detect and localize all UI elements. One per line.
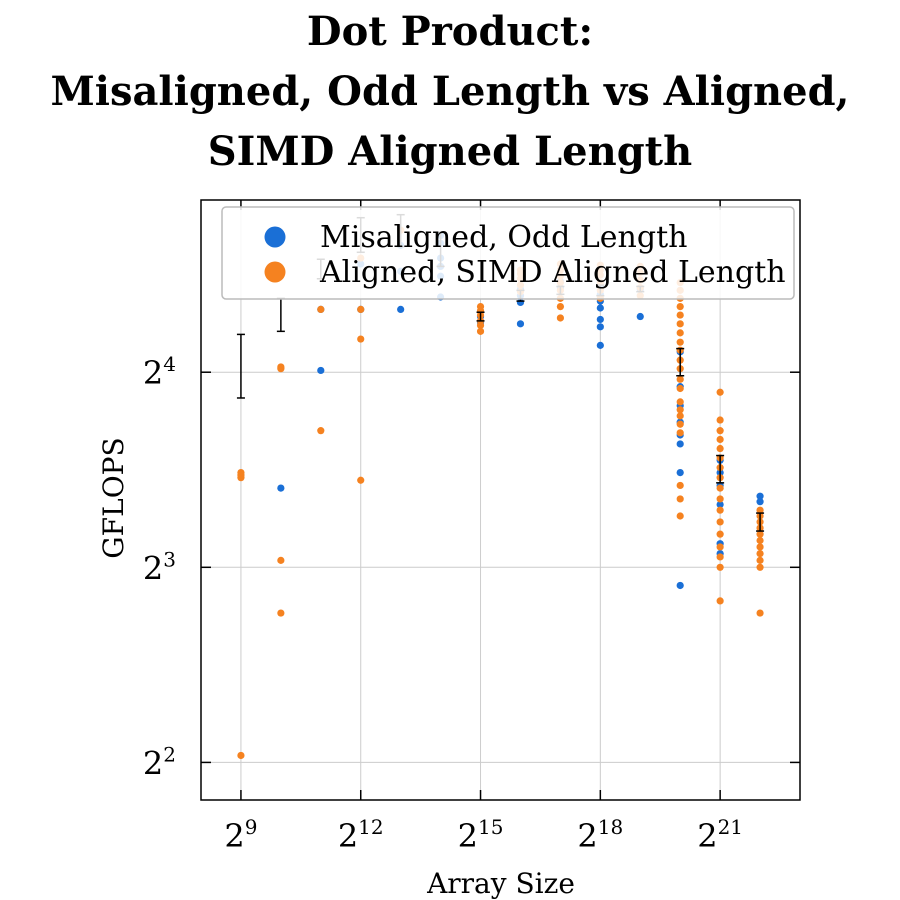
chart-title-line-2: Misaligned, Odd Length vs Aligned,: [50, 68, 850, 115]
data-point-series-2: [676, 420, 684, 428]
data-point-series-2: [277, 556, 285, 564]
data-point-series-2: [716, 553, 724, 561]
data-point-series-1: [596, 341, 604, 349]
data-point-series-1: [596, 304, 604, 312]
data-point-series-2: [756, 530, 764, 538]
data-point-series-2: [676, 481, 684, 490]
chart-title-line-1: Dot Product:: [306, 8, 594, 55]
data-point-series-1: [676, 469, 684, 477]
data-point-series-1: [716, 500, 724, 509]
data-point-series-2: [756, 549, 764, 558]
data-point-series-2: [716, 530, 724, 538]
data-point-series-1: [756, 498, 764, 506]
data-point-series-2: [357, 305, 365, 313]
data-point-series-2: [556, 302, 565, 311]
data-point-series-2: [716, 563, 724, 571]
data-point-series-2: [676, 398, 684, 406]
data-point-series-2: [357, 335, 365, 343]
data-point-series-2: [556, 314, 565, 322]
data-point-series-2: [756, 556, 764, 564]
data-point-series-1: [676, 581, 684, 590]
data-point-series-2: [716, 495, 724, 503]
legend-label-series-2: Aligned, SIMD Aligned Length: [319, 255, 786, 290]
data-point-series-2: [676, 384, 684, 393]
data-point-series-2: [716, 444, 724, 453]
data-point-series-1: [676, 440, 684, 448]
data-point-series-1: [596, 323, 604, 331]
data-point-series-2: [676, 320, 684, 328]
data-point-series-2: [716, 597, 724, 605]
data-point-series-1: [596, 315, 604, 324]
data-point-series-2: [756, 506, 764, 514]
data-point-series-2: [277, 609, 285, 617]
data-point-series-2: [716, 388, 724, 396]
data-point-series-2: [357, 476, 365, 484]
x-tick-label: 29: [224, 815, 257, 855]
y-axis-label: GFLOPS: [97, 437, 130, 558]
data-points: [237, 226, 764, 760]
data-point-series-1: [636, 312, 644, 321]
legend-label-series-1: Misaligned, Odd Length: [320, 220, 687, 255]
chart-title-line-3: SIMD Aligned Length: [207, 128, 693, 175]
y-axis-ticks: 22 23 24: [143, 352, 800, 782]
data-point-series-2: [756, 563, 764, 571]
data-point-series-1: [317, 366, 325, 375]
data-point-series-2: [676, 512, 684, 520]
data-point-series-2: [317, 305, 325, 313]
x-tick-label: 221: [697, 815, 743, 855]
data-point-series-2: [676, 329, 684, 337]
data-point-series-1: [756, 492, 764, 500]
x-axis-label: Array Size: [426, 867, 575, 900]
data-point-series-2: [716, 543, 724, 551]
data-point-series-2: [237, 469, 245, 477]
data-point-series-2: [716, 435, 724, 444]
data-point-series-1: [397, 305, 405, 313]
data-point-series-2: [716, 427, 724, 435]
data-point-series-2: [237, 751, 245, 760]
y-tick-label: 22: [143, 742, 176, 782]
y-tick-label: 23: [143, 547, 176, 587]
data-point-series-2: [756, 543, 764, 551]
legend-marker-series-1: [264, 226, 286, 248]
data-point-series-2: [676, 311, 684, 319]
data-point-series-2: [476, 302, 485, 311]
chart-title: Dot Product: Misaligned, Odd Length vs A…: [0, 0, 900, 182]
x-axis-ticks: 29 212 215 218 221: [224, 200, 743, 855]
data-point-series-2: [317, 427, 325, 435]
data-point-series-2: [676, 495, 684, 503]
x-tick-label: 218: [577, 815, 623, 855]
data-point-series-2: [716, 506, 724, 514]
plot-frame: [200, 199, 801, 801]
data-point-series-2: [676, 375, 684, 383]
data-point-series-2: [756, 536, 764, 545]
data-point-series-2: [676, 406, 684, 414]
y-tick-label: 24: [143, 352, 176, 392]
data-point-series-2: [716, 518, 724, 526]
data-point-series-2: [476, 327, 485, 335]
data-point-series-2: [716, 416, 724, 424]
data-point-series-1: [277, 484, 285, 492]
data-point-series-2: [716, 484, 724, 492]
data-point-series-1: [516, 320, 525, 328]
data-point-series-2: [676, 338, 684, 346]
legend-marker-series-2: [264, 261, 286, 283]
data-point-series-2: [676, 412, 684, 420]
data-point-series-2: [676, 429, 684, 437]
data-point-series-2: [756, 609, 764, 617]
data-point-series-2: [676, 302, 684, 311]
data-point-series-2: [277, 363, 285, 371]
x-tick-label: 215: [458, 815, 504, 855]
legend-box: [221, 206, 795, 300]
x-tick-label: 212: [338, 815, 384, 855]
